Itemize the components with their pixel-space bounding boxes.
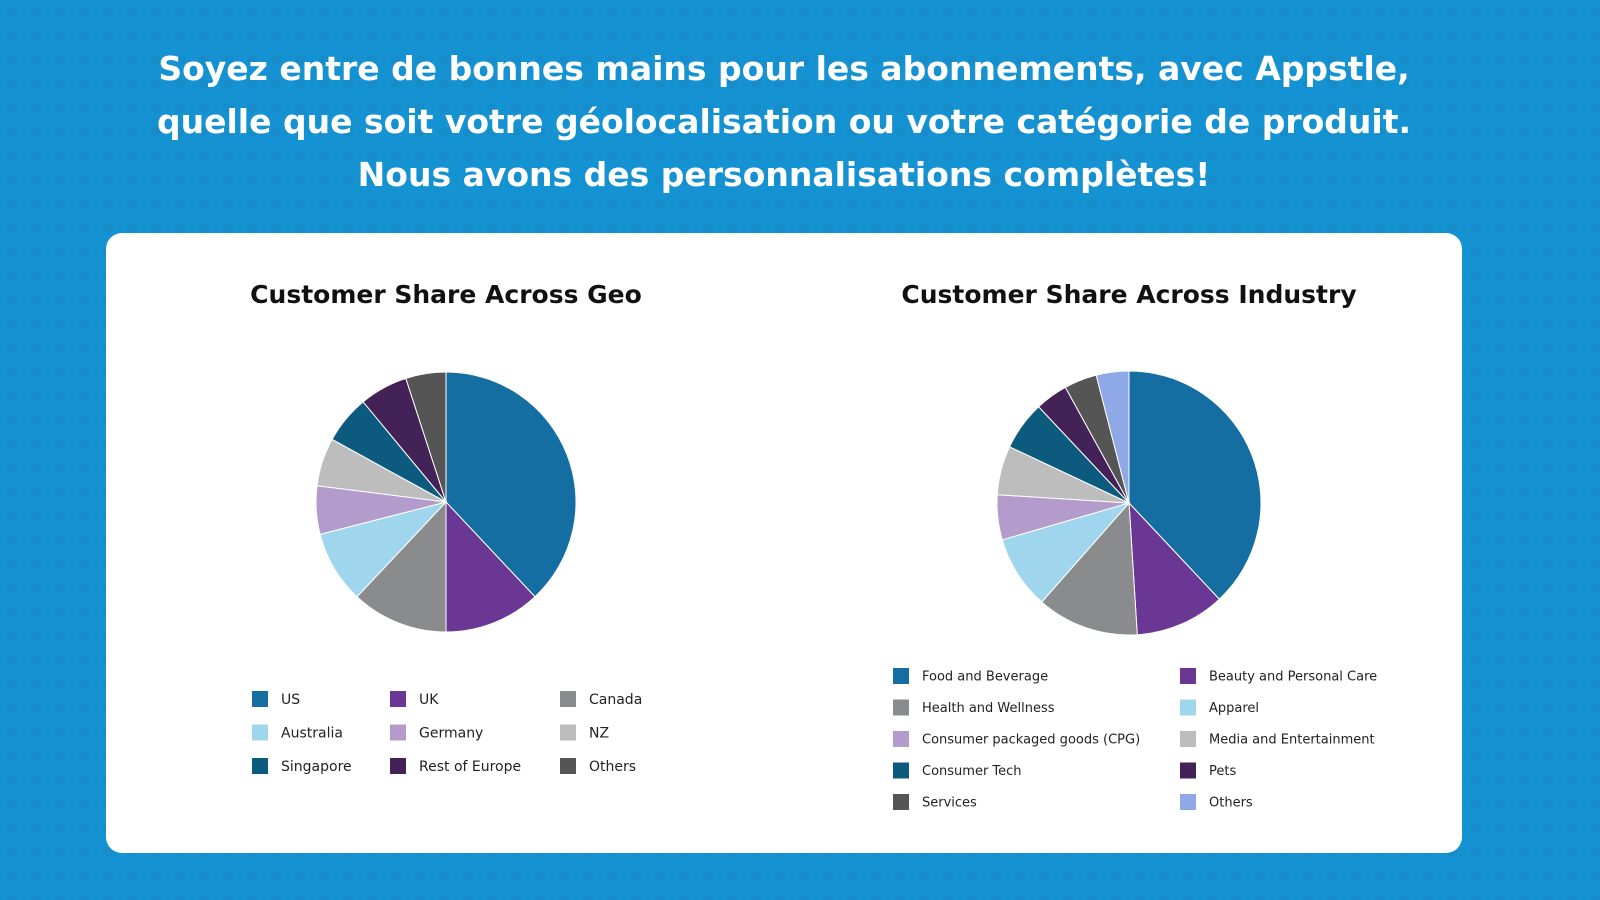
legend-label: Pets [1209,764,1236,779]
pie-slice [1041,501,1138,636]
legend-label: Consumer Tech [922,764,1022,779]
legend-swatch [893,794,909,810]
pie-slice [1128,501,1221,636]
legend-swatch [560,691,576,707]
legend-swatch [560,758,576,774]
legend-label: Health and Wellness [922,701,1055,716]
legend-swatch [390,691,406,707]
legend-label: Germany [419,726,483,742]
pie-slice [445,500,536,633]
legend-swatch [390,758,406,774]
legend-label: UK [419,692,439,708]
legend-label: Others [589,759,636,775]
legend-label: NZ [589,726,609,742]
legend-swatch [1180,762,1196,779]
legend-swatch [893,668,909,684]
legend-swatch [1180,731,1196,747]
legend-swatch [893,762,909,779]
legend-label: Services [922,796,977,811]
legend-swatch [560,724,576,741]
pie-slice [1095,370,1130,504]
legend-swatch [252,691,268,707]
legend-label: Canada [589,692,642,708]
pie-slice [1128,370,1262,600]
legend-swatch [390,724,406,741]
legend-label: Consumer packaged goods (CPG) [922,733,1140,748]
legend-swatch [893,731,909,747]
legend-label: Others [1209,796,1253,811]
pie-slice [356,500,447,633]
pie-slice [445,371,577,598]
legend-label: US [281,692,300,708]
heading: Soyez entre de bonnes mains pour les abo… [158,49,1409,88]
legend-swatch [252,724,268,741]
legend-swatch [1180,699,1196,716]
legend-label: Rest of Europe [419,759,521,775]
chart-title: Customer Share Across Industry [901,280,1356,309]
legend-swatch [893,699,909,716]
pie-slice [405,371,447,503]
legend-label: Singapore [281,759,352,775]
chart-title: Customer Share Across Geo [250,280,642,309]
legend-swatch [252,758,268,774]
legend-label: Apparel [1209,701,1259,716]
legend-label: Australia [281,726,343,742]
legend-label: Media and Entertainment [1209,733,1375,748]
legend-label: Food and Beverage [922,670,1048,685]
legend-label: Beauty and Personal Care [1209,670,1377,685]
heading: quelle que soit votre géolocalisation ou… [157,102,1411,141]
heading: Nous avons des personnalisations complèt… [358,155,1211,194]
legend-swatch [1180,668,1196,684]
legend-swatch [1180,794,1196,810]
